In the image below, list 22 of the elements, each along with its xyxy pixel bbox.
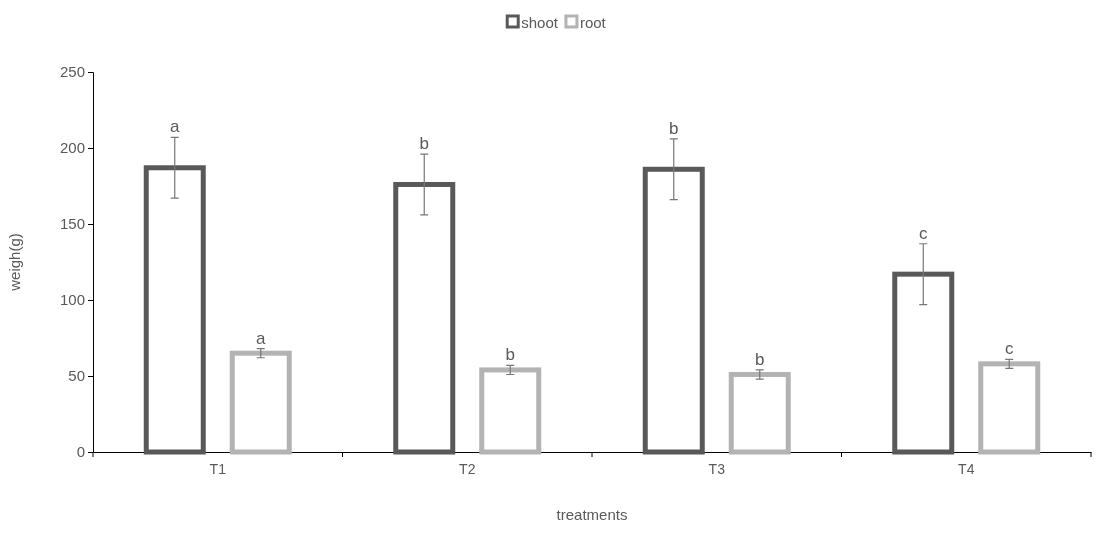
y-tick-label: 50: [68, 367, 85, 385]
annotation: c: [919, 223, 928, 243]
legend-label: shoot: [521, 13, 559, 31]
annotation: b: [755, 349, 765, 369]
y-tick-label: 0: [76, 443, 85, 461]
y-axis-title: weigh(g): [6, 233, 23, 292]
annotation: b: [419, 134, 429, 154]
y-tick-label: 150: [59, 215, 85, 233]
y-tick-label: 200: [59, 139, 85, 157]
annotation: c: [1005, 339, 1014, 359]
x-axis-title: treatments: [556, 506, 628, 523]
annotation: a: [170, 117, 181, 137]
x-tick-label: T4: [958, 460, 975, 477]
y-tick-label: 100: [59, 291, 85, 309]
annotation: b: [669, 118, 679, 138]
annotation: a: [256, 328, 267, 348]
legend-label: root: [579, 13, 607, 31]
x-tick-label: T2: [459, 460, 476, 477]
x-tick-label: T1: [209, 460, 227, 477]
x-tick-label: T3: [708, 460, 726, 477]
annotation: b: [505, 345, 515, 365]
y-tick-label: 250: [59, 63, 85, 81]
